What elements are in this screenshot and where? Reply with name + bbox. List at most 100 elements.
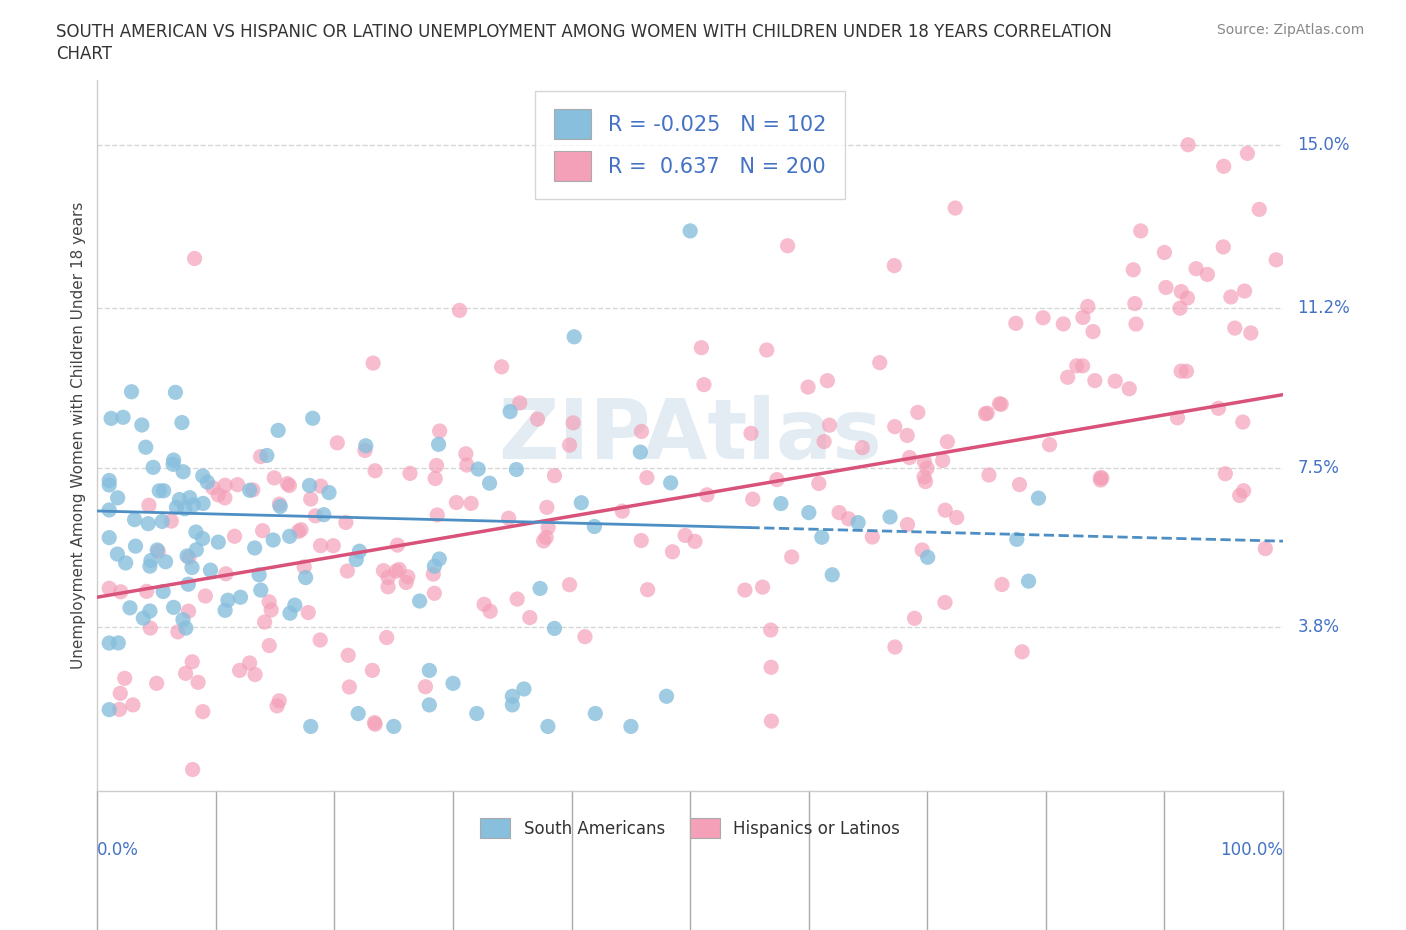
Point [1032,311,1054,325]
Point [256,448,278,463]
Point [266,698,288,713]
Point [309,538,332,553]
Point [136,516,159,531]
Point [172,464,194,479]
Point [344,552,367,567]
Point [382,719,405,734]
Point [537,520,560,535]
Point [990,397,1012,412]
Point [418,698,440,712]
Point [181,762,204,777]
Point [312,507,335,522]
Point [322,538,344,553]
Text: 3.8%: 3.8% [1298,618,1340,636]
Point [696,487,718,502]
Point [879,510,901,525]
Point [122,698,145,712]
Point [807,476,830,491]
Point [257,594,280,609]
Point [187,675,209,690]
Point [194,589,217,604]
Point [1223,321,1246,336]
Point [751,579,773,594]
Point [152,584,174,599]
Point [472,597,495,612]
Point [162,457,184,472]
Point [269,497,291,512]
Point [898,450,921,465]
Point [179,490,201,505]
Point [1104,374,1126,389]
Point [177,577,200,591]
Point [363,715,385,730]
Point [630,424,652,439]
Point [977,468,1000,483]
Point [446,495,468,510]
Point [181,655,204,670]
Point [294,570,316,585]
Point [169,492,191,507]
Point [558,438,581,453]
Point [683,534,706,549]
Point [423,586,446,601]
Point [1240,326,1263,340]
Point [1212,240,1234,255]
Point [98,473,121,488]
Point [108,702,131,717]
Point [131,418,153,432]
Point [269,499,291,514]
Point [418,663,440,678]
Point [1236,146,1258,161]
Point [797,505,820,520]
Point [501,698,523,712]
Point [1170,364,1192,379]
Point [755,342,778,357]
Point [1005,532,1028,547]
Point [395,575,418,590]
Point [121,384,143,399]
Point [162,600,184,615]
Point [385,564,408,578]
Point [1018,574,1040,589]
Point [224,529,246,544]
Point [228,663,250,678]
Point [148,484,170,498]
Point [239,483,262,498]
Point [427,551,450,566]
Point [860,529,883,544]
Point [174,666,197,681]
Point [105,547,128,562]
Point [1154,280,1177,295]
Point [460,496,482,511]
Point [537,719,560,734]
Point [364,463,387,478]
Point [583,519,606,534]
Point [519,610,541,625]
Point [278,605,301,620]
Point [298,478,321,493]
Point [299,492,322,507]
Point [1090,472,1112,487]
Point [562,416,585,431]
Point [1229,488,1251,503]
Point [505,462,527,477]
Point [637,582,659,597]
Point [214,490,236,505]
Text: 11.2%: 11.2% [1298,299,1350,317]
Point [150,514,173,529]
Point [214,478,236,493]
Point [165,500,187,515]
Point [396,569,419,584]
Point [387,538,409,552]
Point [1129,223,1152,238]
Point [837,512,859,526]
Point [290,523,312,538]
Point [423,559,446,574]
Point [513,682,536,697]
Point [673,528,696,543]
Point [917,550,939,565]
Point [335,515,357,530]
Point [186,542,208,557]
Point [543,469,565,484]
Legend: South Americans, Hispanics or Latinos: South Americans, Hispanics or Latinos [472,810,908,846]
